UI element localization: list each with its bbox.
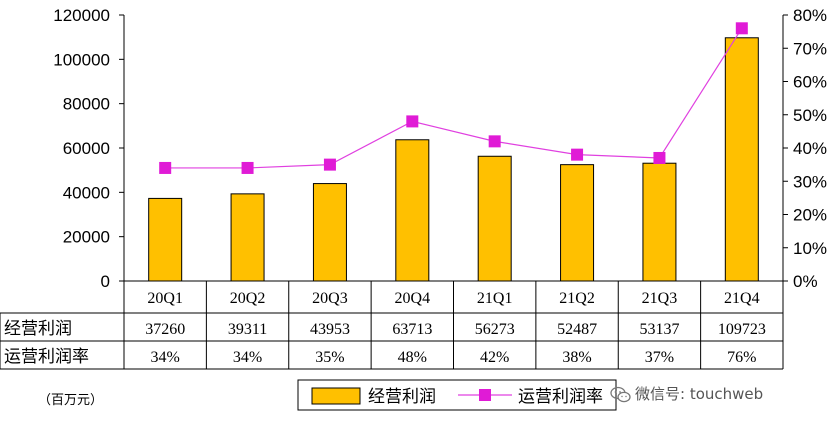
left-tick-label: 40000	[63, 183, 110, 202]
category-label: 21Q1	[477, 290, 513, 307]
table-cell: 38%	[562, 349, 591, 366]
left-tick-label: 80000	[63, 95, 110, 114]
table-cell: 34%	[151, 349, 180, 366]
table-row-label: 运营利润率	[4, 347, 89, 367]
watermark: 微信号: touchweb	[610, 383, 763, 404]
margin-marker	[323, 158, 336, 171]
left-tick-label: 60000	[63, 139, 110, 158]
margin-marker	[406, 115, 419, 128]
category-label: 20Q3	[312, 290, 348, 307]
right-tick-label: 30%	[793, 172, 827, 191]
bar	[312, 183, 347, 282]
category-label: 21Q4	[724, 290, 760, 307]
table-cell: 37%	[645, 349, 674, 366]
table-cell: 42%	[480, 349, 509, 366]
watermark-text: 微信号: touchweb	[635, 385, 764, 403]
table-cell: 76%	[727, 349, 756, 366]
bar	[148, 197, 183, 282]
legend-label-line: 运营利润率	[518, 387, 603, 407]
right-tick-label: 60%	[793, 73, 827, 92]
table-cell: 35%	[315, 349, 344, 366]
table-cell: 37260	[145, 321, 185, 338]
table-cell: 48%	[398, 349, 427, 366]
table-cell: 63713	[392, 321, 432, 338]
margin-line	[165, 27, 743, 169]
right-tick-label: 80%	[793, 6, 827, 25]
category-label: 21Q2	[559, 290, 595, 307]
category-label: 20Q2	[230, 290, 266, 307]
table-cell: 109723	[718, 321, 766, 338]
unit-label: （百万元）	[38, 393, 104, 408]
right-tick-label: 50%	[793, 106, 827, 125]
wechat-icon	[610, 386, 631, 402]
table-row-label: 经营利润	[4, 319, 72, 339]
margin-marker	[653, 151, 666, 164]
left-tick-label: 100000	[53, 50, 110, 69]
legend-label-bar: 经营利润	[368, 387, 436, 407]
category-label: 20Q1	[147, 290, 183, 307]
margin-marker	[735, 22, 748, 35]
margin-marker	[159, 161, 172, 174]
margin-marker	[488, 135, 501, 148]
right-tick-label: 70%	[793, 39, 827, 58]
left-tick-label: 20000	[63, 228, 110, 247]
right-tick-label: 10%	[793, 239, 827, 258]
right-tick-label: 20%	[793, 206, 827, 225]
table-cell: 43953	[310, 321, 350, 338]
category-label: 20Q4	[395, 290, 431, 307]
right-tick-label: 0%	[793, 272, 818, 291]
table-cell: 52487	[557, 321, 597, 338]
bar	[560, 164, 595, 282]
legend-swatch-bar	[311, 387, 361, 405]
table-cell: 39311	[228, 321, 267, 338]
bar	[477, 155, 512, 282]
margin-marker	[241, 161, 254, 174]
table-cell: 34%	[233, 349, 262, 366]
table-cell: 53137	[639, 321, 679, 338]
bar	[395, 139, 430, 282]
bar	[230, 193, 265, 282]
margin-marker	[571, 148, 584, 161]
legend-swatch-marker	[479, 389, 491, 401]
bar	[642, 162, 677, 282]
bar	[724, 37, 759, 282]
right-tick-label: 40%	[793, 139, 827, 158]
table-cell: 56273	[475, 321, 515, 338]
category-label: 21Q3	[642, 290, 678, 307]
left-tick-label: 120000	[53, 6, 110, 25]
left-tick-label: 0	[101, 272, 110, 291]
